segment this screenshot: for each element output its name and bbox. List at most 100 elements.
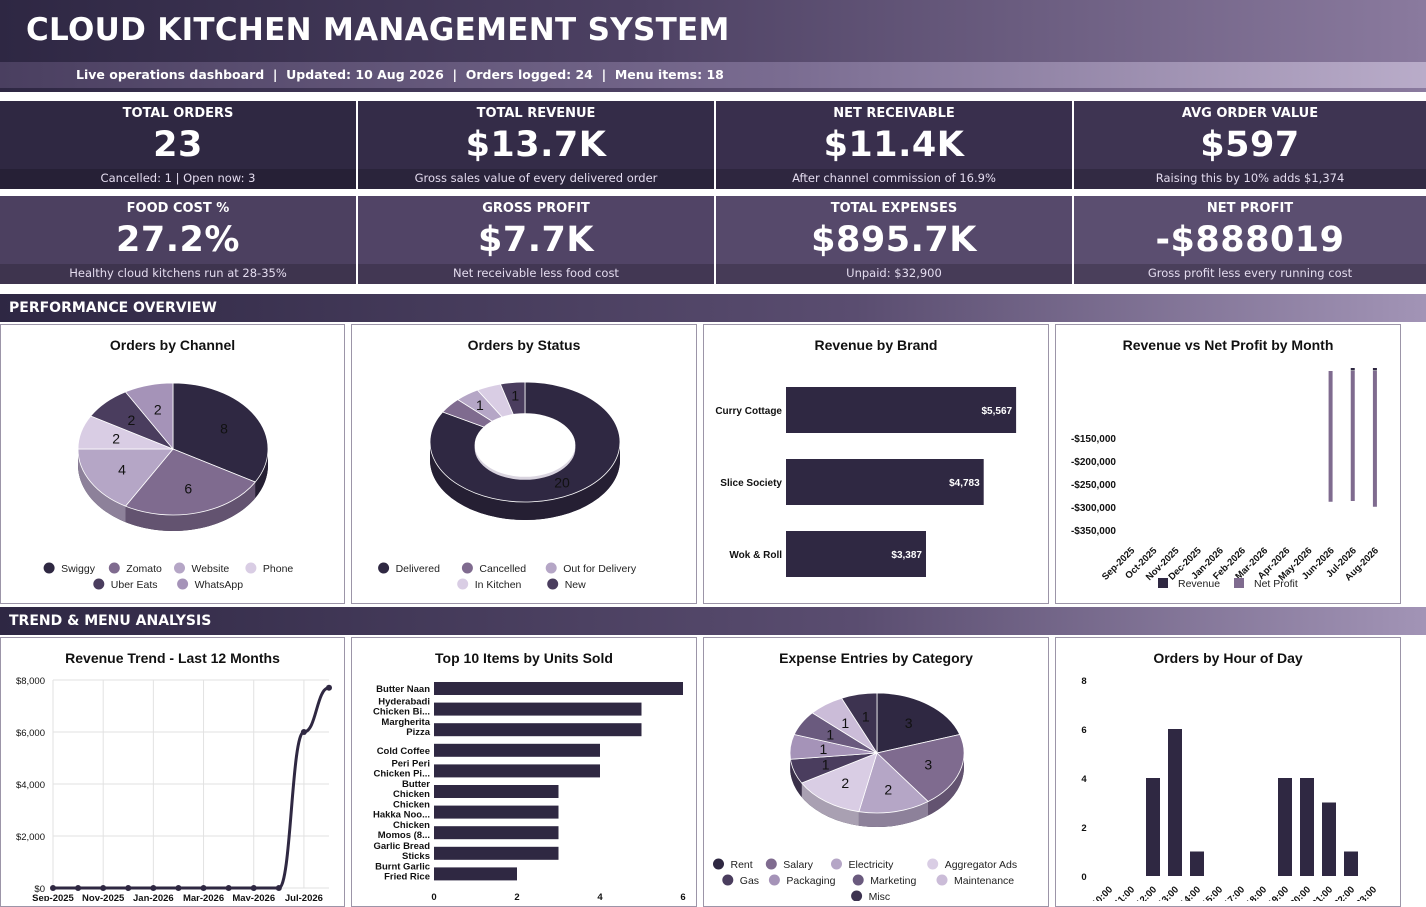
revenue-vs-net-profit-chart: -$150,000-$200,000-$250,000-$300,000-$35… — [1056, 325, 1402, 605]
bar — [434, 682, 683, 695]
x-tick-label: 18:00 — [1244, 884, 1269, 901]
bar-value-label: $3,387 — [891, 550, 922, 561]
bar — [434, 723, 642, 736]
legend-marker — [174, 563, 185, 574]
legend-label: Zomato — [126, 563, 162, 575]
kpi-title: TOTAL REVENUE — [358, 106, 714, 121]
kpi-row-1: TOTAL ORDERS 23 Cancelled: 1 | Open now:… — [0, 101, 1426, 189]
category-label: Sticks — [402, 851, 430, 862]
kpi-value: $11.4K — [716, 125, 1072, 165]
bar — [1344, 852, 1358, 877]
legend-label: Packaging — [786, 875, 835, 887]
legend-label: Maintenance — [954, 875, 1014, 887]
net-profit-bar — [1373, 371, 1377, 507]
pie-data-label: 2 — [127, 412, 135, 428]
bar — [434, 744, 600, 757]
legend-marker — [93, 579, 104, 590]
legend-label: Net Profit — [1254, 578, 1298, 590]
legend-label: Aggregator Ads — [945, 859, 1017, 871]
x-tick-label: 20:00 — [1288, 884, 1313, 901]
legend-marker — [245, 563, 256, 574]
legend-label: Salary — [783, 859, 814, 871]
y-tick-label: 6 — [1081, 725, 1086, 736]
trend-line — [53, 688, 329, 888]
kpi-card-net-profit: NET PROFIT -$888019 Gross profit less ev… — [1074, 196, 1426, 284]
donut-hole — [475, 413, 576, 477]
pie-data-label: 1 — [819, 741, 827, 757]
kpi-title: GROSS PROFIT — [358, 201, 714, 216]
bar-value-label: $5,567 — [982, 406, 1013, 417]
y-tick-label: $6,000 — [16, 728, 45, 739]
pie-data-label: 1 — [841, 715, 849, 731]
y-tick-label: 4 — [1081, 774, 1087, 785]
net-profit-bar — [1351, 371, 1355, 501]
y-tick-label: -$250,000 — [1071, 480, 1116, 491]
legend-label: Rent — [731, 859, 753, 871]
kpi-value: $7.7K — [358, 220, 714, 260]
data-point — [201, 885, 207, 891]
pie-data-label: 2 — [884, 781, 892, 797]
data-point — [175, 885, 181, 891]
x-tick-label: 21:00 — [1310, 884, 1335, 901]
data-point — [150, 885, 156, 891]
kpi-subtext: Healthy cloud kitchens run at 28-35% — [0, 266, 356, 280]
kpi-subtext: Cancelled: 1 | Open now: 3 — [0, 171, 356, 185]
kpi-subtext: Net receivable less food cost — [358, 266, 714, 280]
category-label: Hakka Noo... — [373, 810, 430, 821]
category-label: Curry Cottage — [715, 406, 782, 417]
pie-data-label: 1 — [826, 726, 834, 742]
legend-marker — [44, 563, 55, 574]
y-tick-label: $8,000 — [16, 676, 45, 687]
legend-marker — [462, 563, 473, 574]
pie-data-label: 1 — [822, 756, 830, 772]
pie-data-label: 2 — [841, 775, 849, 791]
kpi-card-total-orders: TOTAL ORDERS 23 Cancelled: 1 | Open now:… — [0, 101, 356, 189]
kpi-card-gross-profit: GROSS PROFIT $7.7K Net receivable less f… — [358, 196, 714, 284]
dashboard-title: CLOUD KITCHEN MANAGEMENT SYSTEM — [26, 12, 730, 48]
orders-by-hour-chart: 0246810:0011:0012:0013:0014:0015:0017:00… — [1056, 638, 1402, 901]
pie-data-label: 20 — [554, 475, 570, 491]
legend-label: Uber Eats — [111, 579, 158, 591]
legend-marker — [378, 563, 389, 574]
kpi-value: -$888019 — [1074, 220, 1426, 260]
section-header-trend: TREND & MENU ANALYSIS — [0, 607, 1426, 635]
category-label: Slice Society — [720, 478, 782, 489]
y-tick-label: $4,000 — [16, 780, 45, 791]
data-point — [251, 885, 257, 891]
data-point — [276, 885, 282, 891]
data-point — [226, 885, 232, 891]
legend-label: Gas — [740, 875, 759, 887]
legend-marker — [1158, 578, 1168, 588]
pie-data-label: 2 — [154, 401, 162, 417]
kpi-title: TOTAL ORDERS — [0, 106, 356, 121]
legend-marker — [546, 563, 557, 574]
x-tick-label: 23:00 — [1354, 884, 1379, 901]
bar — [434, 806, 559, 819]
data-point — [50, 885, 56, 891]
dashboard-subtitle: Live operations dashboard | Updated: 10 … — [0, 62, 1426, 88]
legend-marker — [937, 875, 948, 886]
section-header-performance: PERFORMANCE OVERVIEW — [0, 294, 1426, 322]
legend-marker — [831, 859, 842, 870]
y-tick-label: -$300,000 — [1071, 503, 1116, 514]
kpi-subtext: After channel commission of 16.9% — [716, 171, 1072, 185]
y-tick-label: $2,000 — [16, 832, 45, 843]
category-label: Wok & Roll — [729, 550, 782, 561]
x-tick-label: 22:00 — [1332, 884, 1357, 901]
legend-label: Out for Delivery — [563, 563, 637, 575]
category-label: Chicken — [393, 789, 430, 800]
kpi-title: FOOD COST % — [0, 201, 356, 216]
legend-label: Delivered — [396, 563, 441, 575]
legend-label: Cancelled — [479, 563, 526, 575]
legend-label: Phone — [263, 563, 294, 575]
bar — [434, 847, 559, 860]
legend-marker — [713, 859, 724, 870]
kpi-value: $597 — [1074, 125, 1426, 165]
kpi-title: TOTAL EXPENSES — [716, 201, 1072, 216]
legend-marker — [177, 579, 188, 590]
